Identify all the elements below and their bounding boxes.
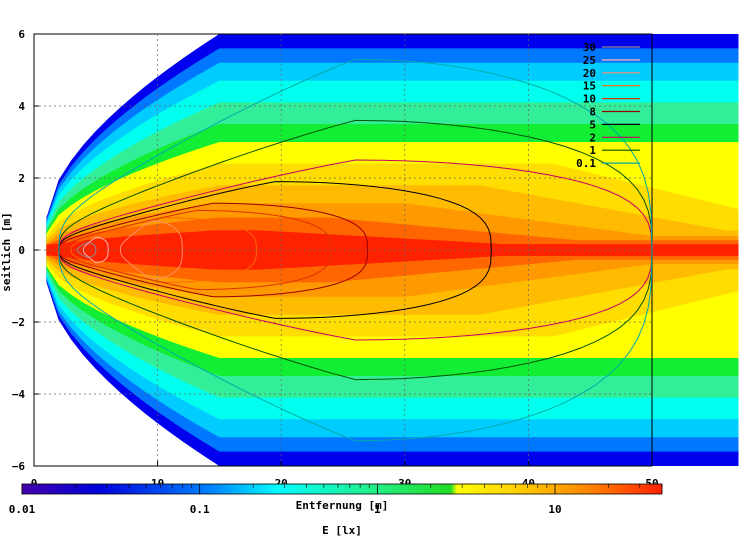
- legend-label: 8: [589, 106, 596, 119]
- contour-30: [76, 242, 97, 258]
- legend-label: 0.1: [576, 157, 596, 170]
- colorbar-gradient: [21, 483, 663, 495]
- grid-lines: [34, 34, 652, 466]
- contour-lines: [58, 58, 653, 442]
- colorbar-tick-label: 1: [374, 503, 381, 516]
- y-tick-label: 6: [18, 28, 25, 41]
- contour-25: [82, 236, 109, 264]
- legend-label: 2: [589, 131, 596, 144]
- y-tick-label: −6: [12, 460, 26, 473]
- colorbar: 0.01 0.1 1 10: [9, 483, 663, 516]
- field-band: [46, 230, 739, 270]
- y-tick-label: 0: [18, 244, 25, 257]
- x-tick-label: 0: [31, 477, 38, 490]
- legend-label: 20: [583, 67, 596, 80]
- y-tick-label: −2: [12, 316, 25, 329]
- legend-label: 10: [583, 93, 596, 106]
- contour-15: [70, 217, 257, 283]
- y-tick-label: 2: [18, 172, 25, 185]
- colorbar-tick-label: 0.01: [9, 503, 36, 516]
- legend-label: 30: [583, 41, 596, 54]
- legend-label: 1: [589, 144, 596, 157]
- contour-0_1: [58, 58, 653, 442]
- contour-10: [64, 209, 332, 291]
- illuminance-field: [46, 34, 739, 466]
- colorbar-tick-label: 0.1: [190, 503, 210, 516]
- colorbar-label: E [lx]: [322, 524, 362, 536]
- y-tick-label: −4: [12, 388, 26, 401]
- legend-label: 25: [583, 54, 596, 67]
- legend-label: 15: [583, 80, 596, 93]
- colorbar-tick-label: 10: [548, 503, 561, 516]
- y-tick-label: 4: [18, 100, 25, 113]
- legend-label: 5: [589, 118, 596, 131]
- contour-20: [119, 220, 183, 280]
- y-axis-label: seitlich [m]: [0, 212, 13, 291]
- x-axis-label: Entfernung [m]: [296, 499, 389, 512]
